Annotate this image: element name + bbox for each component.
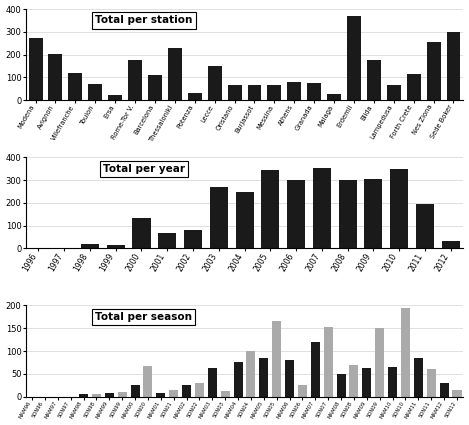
Bar: [387, 85, 401, 100]
Bar: [388, 367, 397, 397]
Bar: [441, 241, 460, 249]
Bar: [182, 385, 191, 397]
Bar: [287, 180, 305, 249]
Bar: [107, 245, 125, 249]
Text: Total per year: Total per year: [103, 164, 185, 174]
Bar: [68, 73, 83, 100]
Bar: [221, 391, 230, 397]
Bar: [88, 84, 102, 100]
Bar: [79, 394, 88, 397]
Bar: [407, 74, 421, 100]
Bar: [132, 218, 151, 249]
Bar: [81, 244, 99, 249]
Bar: [367, 60, 381, 100]
Bar: [401, 308, 410, 397]
Text: Total per season: Total per season: [95, 312, 192, 322]
Bar: [324, 327, 333, 397]
Bar: [349, 365, 358, 397]
Bar: [453, 390, 461, 397]
Bar: [347, 16, 361, 100]
Bar: [446, 32, 461, 100]
Bar: [235, 192, 254, 249]
Bar: [261, 170, 280, 249]
Bar: [105, 393, 114, 397]
Bar: [108, 95, 122, 100]
Bar: [287, 82, 301, 100]
Bar: [327, 94, 341, 100]
Bar: [267, 85, 281, 100]
Bar: [234, 363, 242, 397]
Bar: [246, 351, 256, 397]
Bar: [210, 187, 228, 249]
Bar: [195, 383, 204, 397]
Bar: [188, 93, 202, 100]
Bar: [227, 85, 242, 100]
Bar: [130, 385, 140, 397]
Bar: [208, 66, 222, 100]
Bar: [158, 233, 176, 249]
Bar: [29, 37, 43, 100]
Bar: [307, 83, 321, 100]
Bar: [144, 366, 152, 397]
Bar: [390, 169, 408, 249]
Bar: [311, 342, 320, 397]
Bar: [439, 383, 449, 397]
Bar: [169, 390, 178, 397]
Bar: [184, 230, 202, 249]
Bar: [259, 358, 268, 397]
Bar: [148, 75, 162, 100]
Bar: [156, 393, 165, 397]
Bar: [285, 360, 294, 397]
Bar: [337, 374, 346, 397]
Bar: [248, 85, 261, 100]
Bar: [427, 42, 440, 100]
Text: Total per station: Total per station: [95, 15, 192, 26]
Bar: [427, 369, 436, 397]
Bar: [168, 48, 182, 100]
Bar: [416, 204, 434, 249]
Bar: [339, 180, 356, 249]
Bar: [414, 358, 423, 397]
Bar: [272, 321, 281, 397]
Bar: [118, 392, 127, 397]
Bar: [363, 368, 371, 397]
Bar: [208, 368, 217, 397]
Bar: [48, 54, 62, 100]
Bar: [364, 179, 382, 249]
Bar: [313, 168, 331, 249]
Bar: [298, 385, 307, 397]
Bar: [128, 60, 142, 100]
Bar: [375, 328, 384, 397]
Bar: [92, 394, 101, 397]
